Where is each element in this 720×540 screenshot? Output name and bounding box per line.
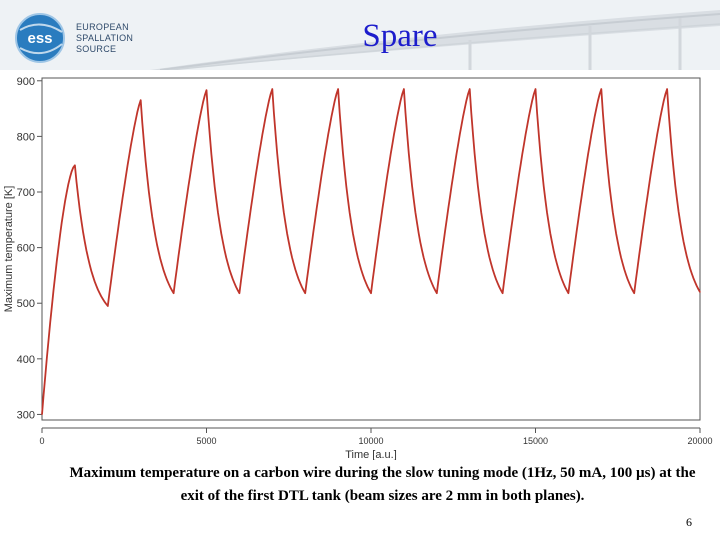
y-axis-label: Maximum temperature [K] — [3, 186, 15, 313]
y-tick-label-4: 700 — [17, 187, 35, 199]
series-0-point-9 — [337, 88, 339, 90]
y-tick-label-3: 600 — [17, 243, 35, 255]
y-tick-label-6: 900 — [17, 76, 35, 88]
y-tick-label-5: 800 — [17, 131, 35, 143]
series-0-point-1 — [74, 164, 76, 166]
series-0-point-18 — [633, 292, 635, 294]
series-0-point-0 — [41, 413, 43, 416]
series-0-point-12 — [436, 292, 438, 294]
x-axis-label: Time [a.u.] — [345, 449, 397, 460]
chart-svg: 0 5000 10000 15000 20000 300 400 500 600 700 800 90… — [3, 76, 713, 461]
series-0-point-16 — [567, 292, 570, 294]
logo-wordmark: EUROPEAN SPALLATION SOURCE — [76, 22, 166, 55]
series-0-point-19 — [666, 88, 668, 90]
series-0-point-14 — [502, 292, 504, 294]
x-tick-label-0: 0 — [39, 436, 44, 446]
y-tick-label-0: 300 — [17, 409, 35, 421]
y-tick-label-1: 400 — [17, 354, 35, 366]
x-tick-label-1: 5000 — [196, 436, 216, 446]
logo-line-2: SPALLATION — [76, 33, 134, 43]
series-0-point-3 — [140, 99, 142, 101]
logo-line-3: SOURCE — [76, 44, 117, 54]
chart-series — [41, 88, 701, 416]
series-0-point-4 — [173, 292, 175, 294]
page-number: 6 — [686, 515, 692, 529]
chart-axes — [37, 77, 701, 433]
series-0-point-11 — [403, 88, 405, 90]
series-0-point-13 — [469, 88, 471, 90]
series-0-point-2 — [107, 305, 109, 307]
series-0-point-20 — [699, 291, 701, 293]
series-0-point-7 — [271, 88, 273, 90]
series-0-point-17 — [600, 88, 602, 90]
series-0-point-6 — [238, 292, 240, 294]
plot-frame — [41, 77, 701, 421]
bridge-photo-banner — [0, 0, 720, 70]
figure-caption: Maximum temperature on a carbon wire dur… — [69, 465, 696, 504]
series-line-0 — [41, 88, 701, 415]
x-tick-label-2: 10000 — [358, 436, 383, 446]
series-0-point-10 — [370, 292, 372, 294]
x-tick-label-3: 15000 — [523, 436, 548, 446]
slide-title: Spare — [362, 18, 438, 54]
y-tick-label-2: 500 — [17, 298, 35, 310]
series-0-point-5 — [205, 89, 208, 91]
ess-logo-mark-icon: ess — [15, 13, 65, 63]
temperature-chart: 0 5000 10000 15000 20000 300 400 500 600 700 800 90… — [0, 72, 720, 461]
slide-header: ess EUROPEAN SPALLATION SOURCE Spare — [0, 0, 720, 70]
logo-line-1: EUROPEAN — [76, 22, 129, 32]
series-0-point-8 — [304, 292, 306, 294]
x-tick-label-4: 20000 — [687, 436, 712, 446]
ess-logo: ess — [12, 10, 72, 70]
chart-labels: 0 5000 10000 15000 20000 300 400 500 600 700 800 90… — [3, 76, 713, 461]
series-0-point-15 — [534, 88, 537, 90]
logo-mark-text: ess — [27, 30, 52, 47]
